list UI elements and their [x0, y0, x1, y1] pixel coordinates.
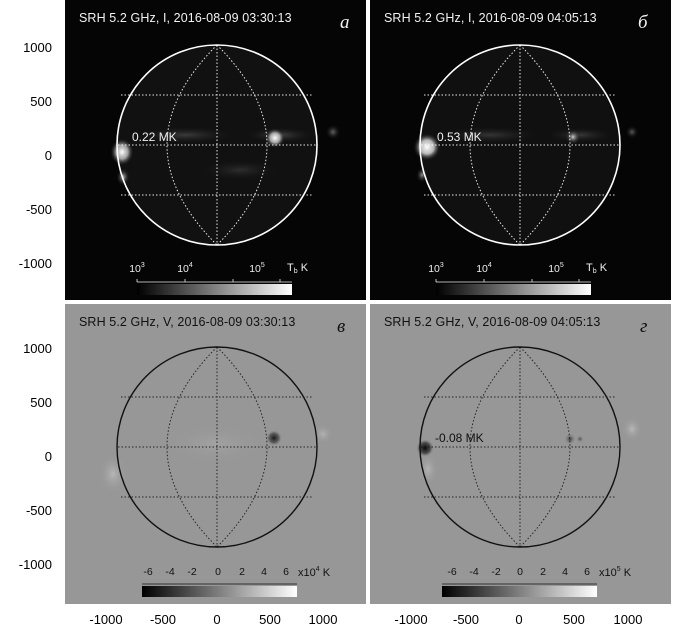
colorbar-unit: Tb K: [586, 262, 608, 275]
colorbar-tick: 2: [239, 566, 245, 578]
y-tick-label: 500: [30, 94, 52, 109]
colorbar-tick: 4: [562, 566, 568, 578]
x-tick-label: -1000: [89, 612, 123, 627]
x-tick-label: 0: [515, 612, 523, 627]
y-tick-label: -1000: [18, 256, 52, 271]
colorbar-tick: 0: [517, 566, 523, 578]
colorbar-unit: Tb K: [287, 262, 309, 275]
panel-c-polarization-0330: SRH 5.2 GHz, V, 2016-08-09 03:30:13 в -6…: [65, 304, 366, 604]
panel-letter: а: [340, 12, 350, 33]
x-tick-label: -500: [452, 612, 480, 627]
y-tick-label: 1000: [23, 341, 52, 356]
solar-limb: [419, 346, 621, 548]
colorbar-unit: x105 K: [599, 566, 632, 579]
colorbar-tick: -6: [143, 566, 153, 578]
x-tick-label: -1000: [394, 612, 428, 627]
panel-letter: г: [640, 316, 648, 337]
solar-limb: [419, 44, 621, 246]
panel-title: SRH 5.2 GHz, V, 2016-08-09 04:05:13: [384, 315, 601, 329]
panel-a-intensity-0330: SRH 5.2 GHz, I, 2016-08-09 03:30:13 а 0.…: [65, 0, 366, 300]
panel-letter: б: [638, 12, 648, 33]
colorbar-intensity: 103 104 105 Tb K: [428, 262, 616, 282]
solar-limb: [116, 44, 318, 246]
colorbar-tick: -4: [165, 566, 175, 578]
peak-brightness-label: 0.53 MK: [437, 130, 482, 144]
colorbar-tick: 103: [428, 262, 444, 275]
colorbar-tick: -6: [447, 566, 457, 578]
colorbar-tick: 6: [584, 566, 590, 578]
colorbar-tick: 105: [249, 262, 265, 275]
colorbar-tick: 4: [261, 566, 267, 578]
y-tick-label: 500: [30, 395, 52, 410]
panel-title: SRH 5.2 GHz, V, 2016-08-09 03:30:13: [79, 315, 296, 329]
colorbar-polarization: -6 -4 -2 0 2 4 6 x105 K: [442, 566, 662, 586]
x-tick-label: 500: [259, 612, 281, 627]
colorbar-tick: 105: [548, 262, 564, 275]
y-tick-label: 1000: [23, 40, 52, 55]
x-tick-label: 500: [563, 612, 585, 627]
panel-b-intensity-0405: SRH 5.2 GHz, I, 2016-08-09 04:05:13 б 0.…: [370, 0, 671, 300]
colorbar-tick: 104: [177, 262, 193, 275]
y-tick-label: 0: [44, 449, 52, 464]
panel-title: SRH 5.2 GHz, I, 2016-08-09 04:05:13: [384, 11, 597, 25]
peak-polarization-label: -0.08 MK: [435, 431, 484, 445]
colorbar-polarization: -6 -4 -2 0 2 4 6 x104 K: [142, 566, 362, 586]
colorbar-tick: 103: [129, 262, 145, 275]
colorbar-tick: 104: [476, 262, 492, 275]
x-tick-label: 1000: [613, 612, 643, 627]
colorbar-tick: 0: [215, 566, 221, 578]
colorbar-tick: -2: [491, 566, 501, 578]
panel-d-polarization-0405: SRH 5.2 GHz, V, 2016-08-09 04:05:13 г -0…: [370, 304, 671, 604]
colorbar-tick: -4: [469, 566, 479, 578]
colorbar-intensity: 103 104 105 Tb K: [129, 262, 317, 282]
x-tick-label: 1000: [308, 612, 338, 627]
colorbar-tick: 6: [283, 566, 289, 578]
colorbar-unit: x104 K: [298, 566, 331, 579]
panel-b-image: [370, 0, 671, 300]
y-tick-label: 0: [44, 148, 52, 163]
colorbar-tick: -2: [187, 566, 197, 578]
y-tick-label: -500: [25, 503, 52, 518]
x-tick-label: 0: [213, 612, 221, 627]
colorbar-tick: 2: [540, 566, 546, 578]
panel-a-image: [65, 0, 366, 300]
panel-letter: в: [337, 316, 346, 337]
panel-c-image: [65, 304, 366, 604]
x-tick-label: -500: [149, 612, 177, 627]
peak-brightness-label: 0.22 MK: [132, 130, 177, 144]
solar-limb: [116, 346, 318, 548]
y-tick-label: -1000: [18, 557, 52, 572]
panel-d-image: [370, 304, 671, 604]
panel-title: SRH 5.2 GHz, I, 2016-08-09 03:30:13: [79, 11, 292, 25]
y-tick-label: -500: [25, 202, 52, 217]
